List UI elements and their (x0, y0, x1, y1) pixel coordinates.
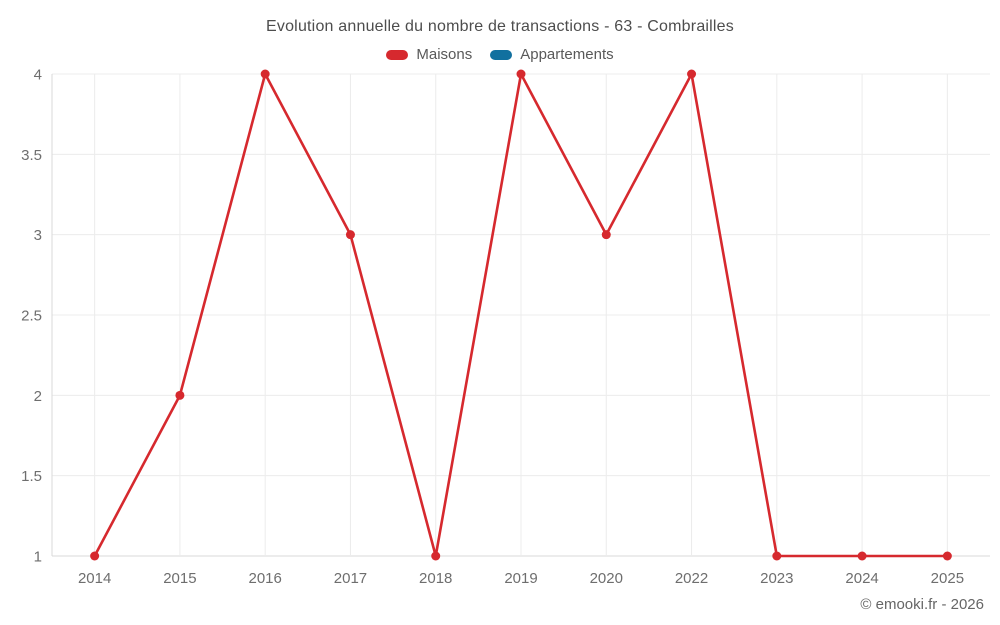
copyright-text: © emooki.fr - 2026 (860, 596, 984, 613)
legend-item-appartements[interactable]: Appartements (490, 46, 614, 63)
y-axis-tick-label: 3 (34, 227, 42, 244)
chart-title: Evolution annuelle du nombre de transact… (266, 18, 734, 35)
data-point-maisons (857, 551, 867, 561)
appartements-color-swatch-icon (490, 49, 513, 60)
data-point-maisons (431, 551, 441, 561)
data-point-maisons (516, 69, 526, 79)
data-point-maisons (772, 551, 782, 561)
legend-item-maisons[interactable]: Maisons (386, 46, 472, 63)
data-point-maisons (687, 69, 697, 79)
legend-label-appartements: Appartements (520, 46, 614, 63)
x-axis-tick-label: 2020 (590, 570, 623, 587)
y-axis-tick-label: 3.5 (21, 147, 42, 164)
x-axis-tick-label: 2024 (845, 570, 878, 587)
data-point-maisons (260, 69, 270, 79)
maisons-color-swatch-icon (386, 49, 409, 60)
data-point-maisons (601, 230, 611, 240)
x-axis-tick-label: 2015 (163, 570, 196, 587)
x-axis-tick-label: 2017 (334, 570, 367, 587)
x-axis-tick-label: 2025 (931, 570, 964, 587)
y-axis-tick-label: 4 (34, 67, 42, 84)
y-axis-tick-label: 1.5 (21, 468, 42, 485)
y-axis-tick-label: 2.5 (21, 308, 42, 325)
chart-legend: Maisons Appartements (0, 46, 1000, 63)
data-point-maisons (942, 551, 952, 561)
x-axis-tick-label: 2018 (419, 570, 452, 587)
x-axis-tick-label: 2023 (760, 570, 793, 587)
x-axis-tick-label: 2014 (78, 570, 111, 587)
data-point-maisons (175, 390, 185, 400)
data-point-maisons (345, 230, 355, 240)
data-point-maisons (90, 551, 100, 561)
y-axis-tick-label: 2 (34, 388, 42, 405)
legend-label-maisons: Maisons (416, 46, 473, 63)
y-axis-tick-label: 1 (34, 549, 42, 566)
x-axis-tick-label: 2019 (504, 570, 537, 587)
x-axis-tick-label: 2022 (675, 570, 708, 587)
x-axis-tick-label: 2016 (248, 570, 281, 587)
